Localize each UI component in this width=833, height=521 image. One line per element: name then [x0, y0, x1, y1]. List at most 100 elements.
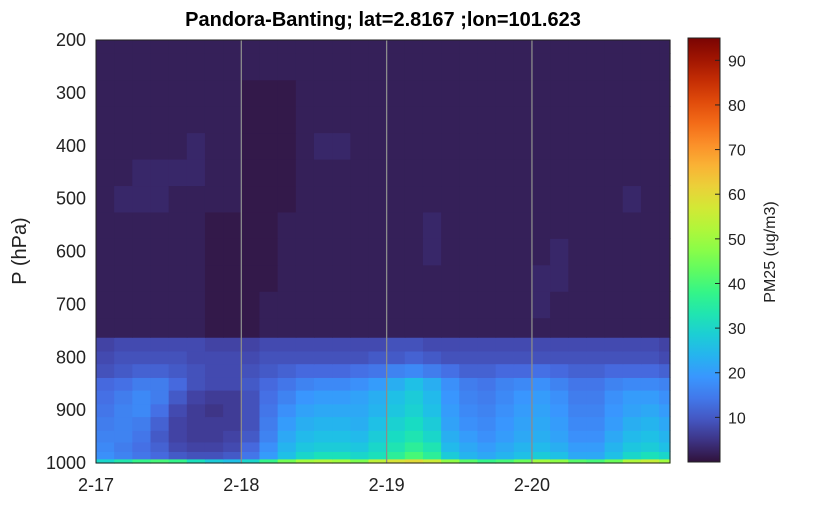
heatmap-cell — [313, 211, 333, 239]
heatmap-cell — [295, 441, 315, 452]
heatmap-cell — [441, 53, 460, 81]
heatmap-cell — [404, 458, 424, 464]
heatmap-cell — [459, 238, 479, 266]
heatmap-cell — [441, 291, 460, 319]
heatmap-cell — [531, 377, 551, 391]
heatmap-cell — [531, 416, 551, 431]
heatmap-cell — [168, 264, 188, 292]
heatmap-cell — [531, 79, 551, 107]
heatmap-cell — [96, 79, 115, 107]
heatmap-cell — [350, 291, 370, 319]
heatmap-cell — [223, 403, 242, 418]
y-tick-label: 800 — [56, 347, 86, 367]
y-tick-label: 900 — [56, 400, 86, 420]
heatmap-cell — [586, 363, 606, 378]
heatmap-cell — [404, 132, 424, 160]
colorbar-tick-label: 10 — [728, 410, 746, 427]
heatmap-cell — [622, 441, 642, 452]
heatmap-cell — [168, 40, 188, 54]
heatmap-cell — [223, 416, 242, 431]
heatmap-cell — [150, 363, 170, 378]
heatmap-cell — [204, 291, 224, 319]
heatmap-cell — [459, 377, 479, 391]
heatmap-cell — [96, 350, 115, 365]
heatmap-cell — [223, 458, 242, 464]
heatmap-cell — [441, 430, 460, 443]
heatmap-cell — [495, 158, 515, 187]
heatmap-cell — [550, 79, 569, 107]
heatmap-cell — [132, 430, 152, 443]
heatmap-cell — [459, 458, 479, 464]
heatmap-cell — [259, 158, 279, 187]
heatmap-cell — [350, 40, 370, 54]
heatmap-cell — [568, 185, 588, 213]
heatmap-cell — [386, 390, 406, 405]
heatmap-cell — [404, 350, 424, 365]
heatmap-cell — [640, 79, 660, 107]
heatmap-cell — [422, 317, 442, 338]
heatmap-cell — [295, 317, 315, 338]
heatmap-cell — [114, 377, 133, 391]
heatmap-cell — [204, 158, 224, 187]
heatmap-cell — [531, 390, 551, 405]
heatmap-cell — [640, 403, 660, 418]
colorbar-label: PM25 (ug/m3) — [762, 201, 779, 302]
heatmap-cell — [568, 238, 588, 266]
heatmap-cell — [495, 211, 515, 239]
heatmap-cell — [223, 363, 242, 378]
heatmap-cell — [459, 53, 479, 81]
heatmap-cell — [277, 158, 297, 187]
heatmap-cell — [550, 350, 569, 365]
heatmap-cell — [368, 317, 388, 338]
heatmap-cell — [441, 158, 460, 187]
heatmap-cell — [477, 132, 497, 160]
heatmap-cell — [204, 211, 224, 239]
heatmap-cell — [404, 185, 424, 213]
heatmap-cell — [386, 264, 406, 292]
heatmap-cell — [550, 363, 569, 378]
heatmap-cell — [313, 106, 333, 134]
heatmap-cell — [604, 79, 624, 107]
heatmap-cell — [295, 390, 315, 405]
heatmap-cell — [350, 317, 370, 338]
heatmap-cell — [332, 79, 351, 107]
heatmap-cell — [277, 441, 297, 452]
heatmap-cell — [368, 451, 388, 460]
heatmap-cell — [150, 79, 170, 107]
heatmap-cell — [277, 185, 297, 213]
heatmap-cell — [168, 390, 188, 405]
heatmap-cell — [150, 458, 170, 464]
heatmap-cell — [531, 317, 551, 338]
heatmap-cell — [150, 238, 170, 266]
heatmap-cell — [332, 390, 351, 405]
heatmap-cell — [422, 451, 442, 460]
heatmap-cell — [204, 451, 224, 460]
heatmap-cell — [241, 132, 261, 160]
heatmap-cell — [150, 185, 170, 213]
heatmap-cell — [313, 337, 333, 352]
heatmap-cell — [441, 211, 460, 239]
heatmap-cell — [659, 211, 671, 239]
heatmap-cell — [568, 53, 588, 81]
heatmap-cell — [350, 441, 370, 452]
heatmap-cell — [368, 337, 388, 352]
heatmap-cell — [223, 211, 242, 239]
x-tick-label: 2-18 — [223, 475, 259, 495]
heatmap-cell — [241, 53, 261, 81]
heatmap-cell — [640, 363, 660, 378]
heatmap-cell — [386, 416, 406, 431]
heatmap-cell — [404, 53, 424, 81]
heatmap-cell — [513, 106, 533, 134]
heatmap-cell — [586, 441, 606, 452]
heatmap-cell — [513, 390, 533, 405]
heatmap-cell — [477, 377, 497, 391]
heatmap-cell — [332, 158, 351, 187]
heatmap-cell — [168, 451, 188, 460]
heatmap-cell — [441, 441, 460, 452]
heatmap-cell — [531, 53, 551, 81]
heatmap-cell — [495, 363, 515, 378]
heatmap-cell — [586, 403, 606, 418]
heatmap-cell — [586, 53, 606, 81]
heatmap-cell — [150, 264, 170, 292]
heatmap-cell — [332, 291, 351, 319]
